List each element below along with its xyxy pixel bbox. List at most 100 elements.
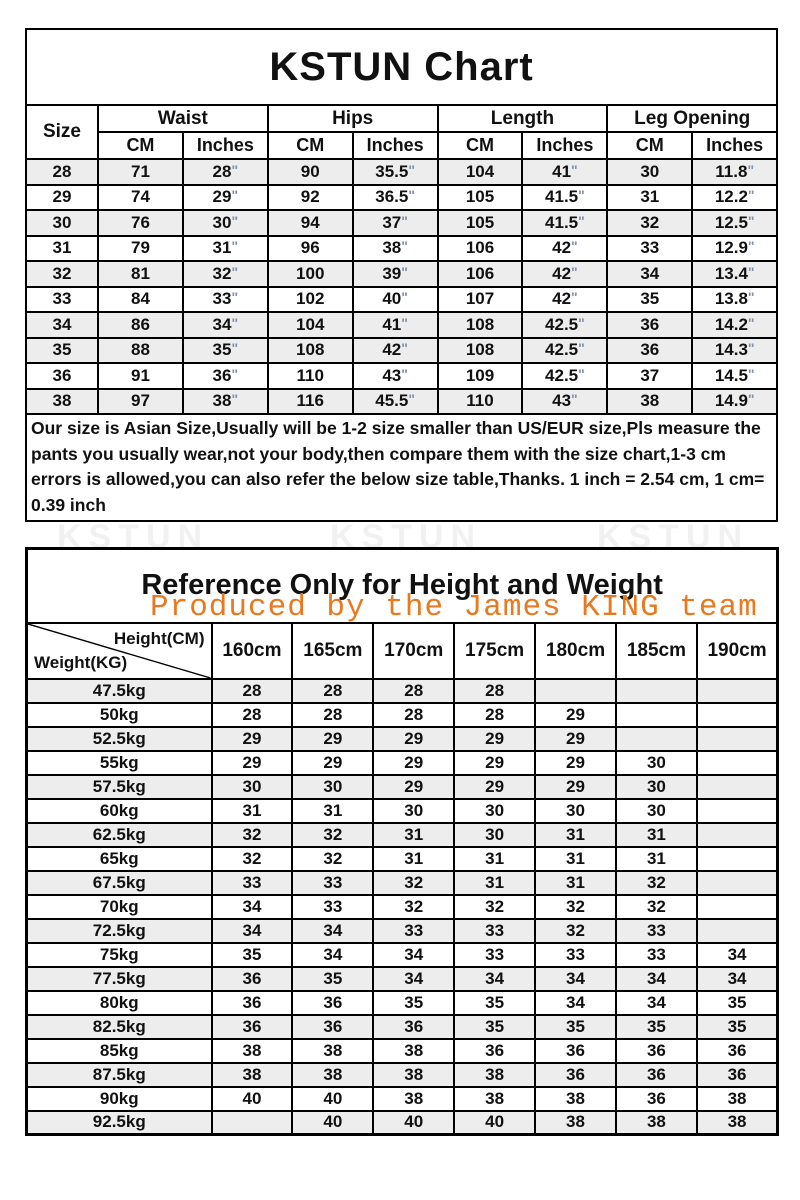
size-cell: 14.3" (691, 336, 779, 364)
size-cell: 109 (436, 362, 524, 390)
corner-label-weight: Weight(KG) (34, 652, 128, 672)
weight-cell: 29 (210, 749, 294, 776)
subheader-waist-cm: CM (97, 131, 184, 160)
weight-cell: 32 (291, 845, 375, 872)
inch-mark: " (401, 263, 408, 280)
weight-row: 90kg 40 40 38 38 38 36 38 (25, 1085, 779, 1112)
size-cell: 108 (266, 336, 354, 364)
weight-cell: 31 (372, 821, 456, 848)
weight-cell: 31 (534, 845, 617, 872)
weight-cell: 33 (210, 869, 294, 896)
weight-cell: 29 (372, 749, 456, 776)
subheader-leg-cm: CM (606, 131, 694, 160)
size-cell: 92 (266, 183, 354, 211)
producer-watermark: Produced by the James KING team (150, 590, 758, 625)
weight-cell: 35 (614, 1013, 698, 1040)
size-cell: 12.2" (691, 183, 779, 211)
weight-cell: 34 (614, 989, 698, 1016)
weight-cell (614, 701, 698, 728)
weight-cell: 33 (453, 941, 537, 968)
inch-mark: " (578, 340, 585, 357)
size-cell: 36" (181, 362, 269, 390)
weight-cell: 40 (210, 1085, 294, 1112)
weight-cell: 36 (210, 1013, 294, 1040)
size-cell: 33 (606, 234, 694, 262)
weight-cell: 31 (453, 845, 537, 872)
size-cell: 37 (606, 362, 694, 390)
table2-title-row: Reference Only for Height and Weight (25, 547, 779, 624)
weight-cell: 82.5kg (25, 1013, 213, 1040)
size-cell: 71 (97, 158, 184, 186)
column-group-waist: Waist (97, 104, 269, 133)
size-cell: 32 (25, 260, 99, 288)
size-row: 32 81 32" 100 39" 106 42" 34 13.4" (25, 260, 779, 288)
size-row: 35 88 35" 108 42" 108 42.5" 36 14.3" (25, 336, 779, 364)
weight-cell: 28 (210, 701, 294, 728)
weight-row: 70kg 34 33 32 32 32 32 (25, 893, 779, 920)
weight-row: 85kg 38 38 38 36 36 36 36 (25, 1037, 779, 1064)
size-cell: 29 (25, 183, 99, 211)
weight-cell: 35 (695, 1013, 779, 1040)
weight-cell: 34 (372, 941, 456, 968)
weight-cell: 29 (372, 773, 456, 800)
column-group-length: Length (436, 104, 609, 133)
size-cell: 74 (97, 183, 184, 211)
weight-cell: 38 (453, 1085, 537, 1112)
weight-cell (695, 677, 779, 704)
corner-header-cell: Height(CM) Weight(KG) (25, 621, 213, 680)
weight-cell: 67.5kg (25, 869, 213, 896)
weight-cell (695, 917, 779, 944)
size-cell: 31 (25, 234, 99, 262)
inch-mark: " (747, 289, 755, 306)
weight-cell: 57.5kg (25, 773, 213, 800)
weight-cell: 40 (372, 1109, 456, 1136)
weight-cell: 34 (614, 965, 698, 992)
size-cell: 76 (97, 209, 184, 237)
weight-cell: 34 (210, 917, 294, 944)
weight-cell: 34 (291, 917, 375, 944)
size-cell: 42.5" (521, 311, 609, 339)
size-cell: 41" (521, 158, 609, 186)
table2-header-row: Height(CM) Weight(KG) 160cm 165cm 170cm … (25, 621, 779, 680)
weight-cell: 32 (614, 869, 698, 896)
weight-cell: 38 (534, 1085, 617, 1112)
weight-cell: 31 (614, 845, 698, 872)
size-cell: 30 (25, 209, 99, 237)
size-cell: 94 (266, 209, 354, 237)
weight-row: 55kg 29 29 29 29 29 30 (25, 749, 779, 776)
weight-cell: 30 (453, 821, 537, 848)
weight-cell: 38 (291, 1037, 375, 1064)
weight-cell: 28 (210, 677, 294, 704)
weight-cell: 87.5kg (25, 1061, 213, 1088)
weight-cell: 32 (291, 821, 375, 848)
size-cell: 34" (181, 311, 269, 339)
size-cell: 105 (436, 209, 524, 237)
weight-row: 47.5kg 28 28 28 28 (25, 677, 779, 704)
weight-cell (695, 797, 779, 824)
inch-mark: " (578, 365, 585, 382)
kstun-size-table: KSTUN Chart Size Waist Hips Length Leg O… (24, 28, 779, 522)
weight-cell: 38 (372, 1037, 456, 1064)
size-cell: 41.5" (521, 209, 609, 237)
table1-group-header-row: Size Waist Hips Length Leg Opening (25, 104, 779, 160)
size-cell: 14.2" (691, 311, 779, 339)
weight-row: 52.5kg 29 29 29 29 29 (25, 725, 779, 752)
weight-cell: 75kg (25, 941, 213, 968)
weight-cell: 40 (291, 1109, 375, 1136)
size-cell: 12.9" (691, 234, 779, 262)
weight-cell: 31 (534, 869, 617, 896)
inch-mark: " (408, 391, 415, 408)
weight-cell: 29 (210, 725, 294, 752)
size-cell: 31 (606, 183, 694, 211)
size-cell: 11.8" (691, 158, 779, 186)
weight-cell: 34 (453, 965, 537, 992)
weight-cell (534, 677, 617, 704)
size-row: 28 71 28" 90 35.5" 104 41" 30 11.8" (25, 158, 779, 186)
weight-row: 77.5kg 36 35 34 34 34 34 34 (25, 965, 779, 992)
weight-cell: 32 (534, 917, 617, 944)
inch-mark: " (747, 263, 755, 280)
size-cell: 104 (266, 311, 354, 339)
inch-mark: " (747, 314, 755, 331)
size-cell: 86 (97, 311, 184, 339)
weight-cell: 38 (372, 1061, 456, 1088)
